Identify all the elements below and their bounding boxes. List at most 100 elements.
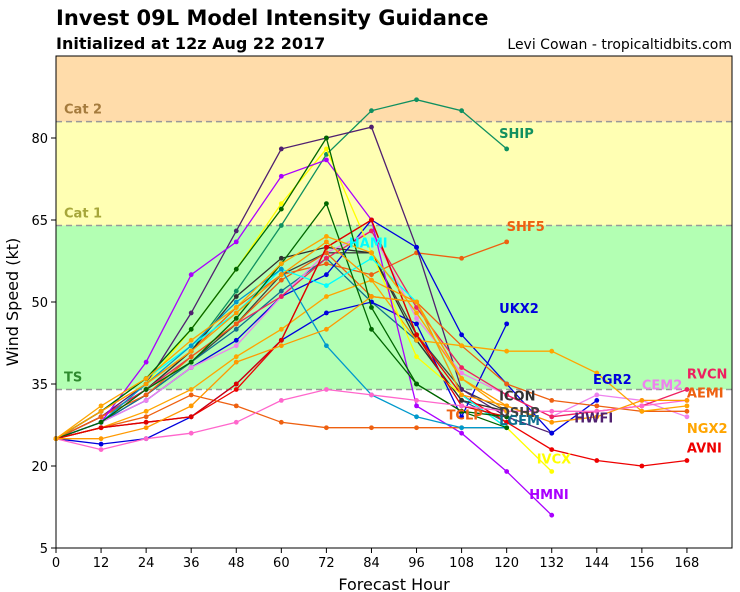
- series-point-unlabeled-22: [233, 359, 239, 365]
- series-point-unlabeled-17: [414, 414, 419, 420]
- series-label-hwfi: HWFI: [574, 411, 613, 426]
- x-tick-label: 156: [629, 556, 654, 571]
- series-point-hwfi: [459, 387, 464, 392]
- series-point-unlabeled-18: [369, 326, 374, 332]
- series-point-unlabeled-19: [278, 337, 284, 343]
- series-point-unlabeled-24: [369, 250, 374, 256]
- series-point-unlabeled-23: [414, 299, 419, 305]
- series-point-ship: [278, 223, 284, 228]
- y-tick-label: 20: [31, 460, 48, 475]
- x-tick-label: 0: [52, 556, 60, 571]
- y-tick-label: 50: [31, 296, 48, 311]
- series-label-rvcn: RVCN: [687, 368, 728, 383]
- series-point-unlabeled-24: [324, 234, 329, 239]
- series-point-unlabeled-17: [233, 299, 239, 305]
- series-point-unlabeled-23: [459, 392, 464, 398]
- series-point-cem2: [233, 343, 239, 349]
- series-point-unlabeled-21: [324, 387, 329, 392]
- series-label-tclp: TCLP: [447, 409, 483, 424]
- series-point-ship: [504, 146, 510, 152]
- series-point-unlabeled-21: [188, 430, 194, 436]
- series-point-ivcx: [414, 354, 419, 360]
- series-point-unlabeled-21: [549, 408, 555, 414]
- series-point-unlabeled-23: [278, 272, 284, 278]
- series-point-rvcn: [369, 228, 374, 234]
- series-point-unlabeled-22: [324, 326, 329, 332]
- series-point-unlabeled-19: [369, 217, 374, 223]
- series-point-tclp: [233, 403, 239, 409]
- intensity-bands: TS Cat 1 Cat 2: [56, 56, 732, 391]
- series-point-icon: [233, 294, 239, 299]
- series-point-unlabeled-22: [594, 414, 600, 420]
- series-line-hwfi: [55, 126, 552, 440]
- series-point-icon: [459, 398, 464, 403]
- series-point-unlabeled-21: [233, 419, 239, 425]
- series-point-ukx2: [504, 321, 510, 327]
- model-series: [53, 97, 690, 518]
- series-point-unlabeled-22: [369, 294, 374, 299]
- series-point-ngx2: [414, 337, 419, 343]
- y-tick-label: 5: [40, 542, 48, 557]
- series-point-hmni: [504, 469, 510, 474]
- series-point-unlabeled-24: [459, 376, 464, 381]
- band-cat-1: [56, 121, 732, 226]
- series-point-hmni: [278, 173, 284, 179]
- series-point-ship: [414, 97, 419, 103]
- series-point-hwfi: [188, 310, 194, 316]
- chart-subtitle: Initialized at 12z Aug 22 2017: [56, 34, 326, 53]
- series-point-unlabeled-19: [98, 425, 104, 431]
- x-tick-label: 60: [273, 556, 290, 571]
- series-point-ngx2: [459, 343, 464, 349]
- series-point-cem2: [143, 398, 149, 403]
- series-point-unlabeled-24: [143, 376, 149, 381]
- series-label-ngx2: NGX2: [687, 422, 728, 437]
- x-axis-title: Forecast Hour: [338, 575, 450, 592]
- x-tick-label: 24: [138, 556, 155, 571]
- series-point-egr2: [594, 398, 600, 403]
- series-point-ivcx: [324, 146, 329, 152]
- series-point-hmni: [188, 272, 194, 278]
- series-point-ukx2: [98, 441, 104, 447]
- x-tick-label: 12: [93, 556, 110, 571]
- series-point-unlabeled-19: [143, 419, 149, 425]
- series-point-cem2: [188, 365, 194, 370]
- series-point-ngx2: [233, 354, 239, 360]
- series-point-aemi: [504, 381, 510, 387]
- series-point-tclp: [414, 425, 419, 431]
- series-point-unlabeled-22: [188, 403, 194, 409]
- series-point-aemi: [98, 414, 104, 420]
- series-point-unlabeled-17: [278, 266, 284, 272]
- series-point-tclp: [324, 425, 329, 431]
- series-point-unlabeled-22: [639, 398, 645, 403]
- series-point-aemi: [594, 403, 600, 409]
- series-point-unlabeled-21: [278, 398, 284, 403]
- series-point-unlabeled-18: [324, 201, 329, 207]
- series-point-shf5: [369, 272, 374, 278]
- series-point-cem2: [594, 392, 600, 398]
- series-point-unlabeled-20: [459, 408, 464, 414]
- series-point-ngx2: [188, 387, 194, 392]
- series-point-hwfi: [278, 146, 284, 152]
- series-point-unlabeled-21: [414, 398, 419, 403]
- series-point-shf5: [459, 255, 464, 261]
- x-tick-label: 144: [584, 556, 609, 571]
- series-point-rvcn: [414, 305, 419, 310]
- series-point-unlabeled-22: [278, 343, 284, 349]
- series-point-unlabeled-23: [233, 310, 239, 316]
- series-point-egr2: [233, 337, 239, 343]
- series-point-unlabeled-22: [98, 436, 104, 442]
- series-point-aemi: [549, 398, 555, 403]
- series-point-unlabeled-18: [98, 419, 104, 425]
- series-label-egr2: EGR2: [593, 373, 632, 388]
- band-ts: [56, 225, 732, 390]
- series-point-unlabeled-24: [278, 261, 284, 267]
- series-point-ngx2: [504, 348, 510, 354]
- series-point-unlabeled-24: [233, 305, 239, 310]
- x-tick-label: 84: [363, 556, 380, 571]
- series-point-rvcn: [459, 365, 464, 370]
- chart-title: Invest 09L Model Intensity Guidance: [56, 6, 489, 30]
- series-point-unlabeled-23: [324, 239, 329, 245]
- series-point-unlabeled-22: [143, 425, 149, 431]
